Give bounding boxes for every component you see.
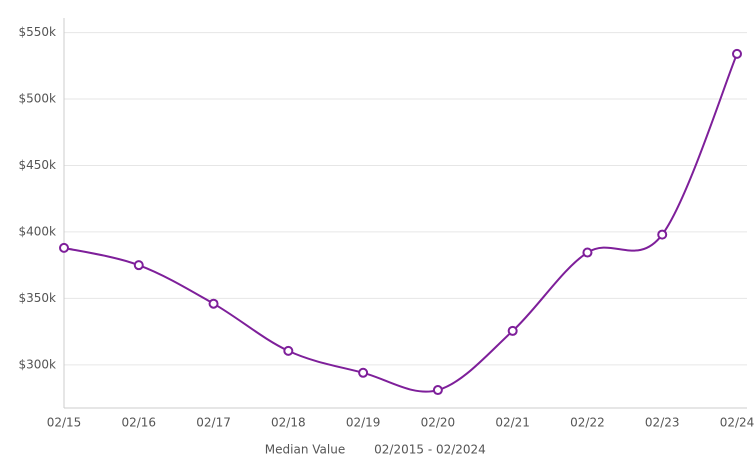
date-range: 02/2015 - 02/2024 — [374, 443, 486, 457]
line — [63, 53, 738, 393]
point — [208, 298, 219, 309]
point — [507, 325, 518, 336]
point — [657, 229, 668, 240]
point — [358, 367, 369, 378]
x-tick-label: 02/20 — [421, 416, 456, 430]
x-tick-label: 02/23 — [645, 416, 680, 430]
y-tick-label: $500k — [19, 92, 57, 106]
y-tick-label: $350k — [19, 291, 57, 305]
x-tick-label: 02/16 — [121, 416, 156, 430]
x-tick-label: 02/17 — [196, 416, 231, 430]
y-tick-label: $450k — [19, 158, 57, 172]
x-tick-label: 02/24 — [720, 416, 755, 430]
x-tick-label: 02/18 — [271, 416, 306, 430]
x-tick-label: 02/22 — [570, 416, 605, 430]
point — [59, 242, 69, 253]
legend-label: Median Value — [265, 443, 345, 457]
point — [133, 260, 144, 271]
y-tick-label: $300k — [19, 357, 57, 371]
x-tick-label: 02/19 — [346, 416, 381, 430]
point — [432, 385, 443, 396]
point — [582, 247, 593, 258]
x-tick-label: 02/15 — [47, 416, 82, 430]
y-tick-label: $550k — [19, 25, 57, 39]
point — [283, 345, 294, 356]
point — [732, 48, 742, 59]
y-tick-label: $400k — [19, 224, 57, 238]
x-tick-label: 02/21 — [495, 416, 530, 430]
